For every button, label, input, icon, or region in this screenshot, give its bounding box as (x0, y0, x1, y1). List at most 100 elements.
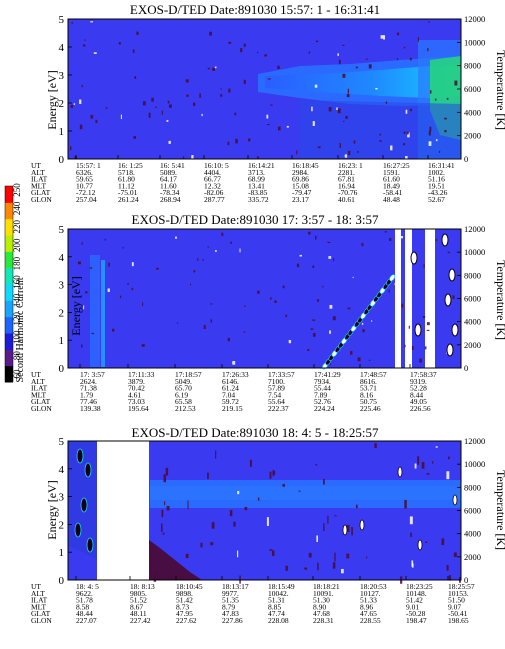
contour-speck (244, 506, 248, 511)
contour-speck (89, 267, 93, 269)
contour-speck (329, 330, 331, 334)
orbit-table-cell: -83.85 (248, 188, 268, 197)
colorbar-tick-label: 100 (12, 330, 22, 344)
contour-speck (161, 110, 163, 115)
contour-speck (257, 290, 260, 294)
contour-blob (86, 537, 94, 553)
y-right-tick-label: 8000 (464, 482, 481, 492)
contour-blob (80, 497, 88, 513)
contour-speck (404, 344, 406, 348)
contour-speck (426, 329, 430, 332)
contour-speck (239, 248, 241, 253)
contour-blob (452, 494, 458, 506)
panel-3-ylabel-right: Temperature [K] (494, 470, 505, 550)
y-right-tick-label: 6000 (464, 84, 481, 94)
orbit-table-cell: 51.33 (360, 596, 377, 605)
contour-speck (446, 471, 450, 480)
contour-speck (240, 48, 243, 53)
contour-speck (388, 289, 390, 293)
contour-speck (207, 246, 209, 248)
contour-speck (148, 112, 151, 118)
y-right-tick-label: 6000 (464, 506, 481, 516)
contour-speck (165, 467, 169, 476)
contour-speck (267, 123, 270, 126)
orbit-table-cell: 55.64 (268, 397, 285, 406)
contour-speck (316, 535, 319, 542)
orbit-table-cell: 227.62 (176, 616, 197, 625)
orbit-table-cell: 52.67 (428, 195, 445, 204)
colorbar-swatch (5, 284, 13, 301)
contour-speck (248, 138, 251, 142)
y-tick-label: 1 (59, 126, 65, 138)
contour-blob (417, 539, 423, 551)
contour-speck (328, 256, 332, 259)
contour-speck (396, 32, 400, 36)
orbit-table-cell: -50.28 (406, 609, 426, 618)
contour-speck (414, 463, 417, 469)
y-tick-label: 0 (59, 575, 65, 587)
orbit-table-cell: 18.49 (383, 181, 400, 190)
orbit-table-cell: 7.89 (314, 390, 327, 399)
contour-speck (368, 359, 371, 361)
orbit-table-cell: 47.74 (268, 609, 285, 618)
orbit-row-label: ILAT (31, 384, 48, 393)
contour-speck (339, 143, 341, 148)
contour-speck (202, 258, 204, 261)
contour-speck (228, 41, 232, 44)
contour-speck (374, 443, 377, 449)
orbit-row-label: UT (31, 582, 41, 591)
orbit-table-cell: 225.46 (360, 404, 381, 413)
colorbar-swatch (5, 202, 13, 220)
orbit-row-label: GLAT (31, 397, 51, 406)
orbit-table-cell: 18:25:57 (448, 582, 475, 591)
y-right-tick-label: 0 (464, 154, 468, 164)
orbit-table-cell: 17:26:33 (222, 370, 249, 379)
y-right-tick-label: 10000 (464, 37, 485, 47)
orbit-row-label: ILAT (31, 596, 48, 605)
orbit-table-cell: 67.81 (338, 175, 355, 184)
contour-speck (317, 562, 319, 571)
orbit-table-cell: -79.47 (292, 188, 312, 197)
orbit-table-cell: 6146. (222, 377, 239, 386)
colorbar-swatch (5, 218, 13, 236)
orbit-table-cell: 16:27:25 (383, 161, 410, 170)
contour-speck (446, 564, 449, 571)
contour-speck (272, 470, 276, 475)
contour-speck (257, 497, 260, 501)
panel-3-title: EXOS-D/TED Date:891030 18: 4: 5 - 18:25:… (132, 425, 379, 440)
contour-blob (397, 466, 403, 478)
contour-speck (337, 108, 341, 114)
colorbar-tick-label: 180 (12, 256, 22, 270)
contour-speck (343, 120, 345, 122)
contour-speck (390, 145, 393, 151)
contour-speck (161, 523, 163, 532)
orbit-table-cell: 227.07 (76, 616, 97, 625)
contour-speck (344, 154, 348, 158)
orbit-table-cell: 16: 5:41 (160, 161, 185, 170)
contour-speck (426, 473, 430, 475)
colorbar-swatch (5, 235, 13, 252)
contour-speck (447, 251, 450, 254)
contour-speck (274, 300, 277, 303)
orbit-table-cell: 10148. (406, 589, 427, 598)
contour-speck (207, 472, 209, 480)
orbit-table-cell: 6.19 (175, 390, 188, 399)
contour-speck (394, 283, 397, 286)
orbit-table-cell: 261.24 (118, 195, 139, 204)
contour-speck (185, 553, 189, 559)
orbit-table-cell: 5718. (118, 168, 135, 177)
contour-speck (199, 93, 201, 98)
contour-blob (410, 251, 418, 265)
contour-speck (84, 39, 86, 41)
contour-speck (361, 322, 364, 325)
orbit-table-cell: 18:20:53 (360, 582, 387, 591)
contour-speck (235, 138, 238, 144)
colorbar-swatch (5, 333, 13, 350)
contour-speck (229, 510, 233, 517)
contour-speck (175, 236, 177, 239)
contour-speck (404, 499, 407, 509)
panel-3: EXOS-D/TED Date:891030 18: 4: 5 - 18:25:… (31, 425, 505, 625)
contour-speck (312, 265, 315, 268)
contour-speck (434, 98, 437, 101)
